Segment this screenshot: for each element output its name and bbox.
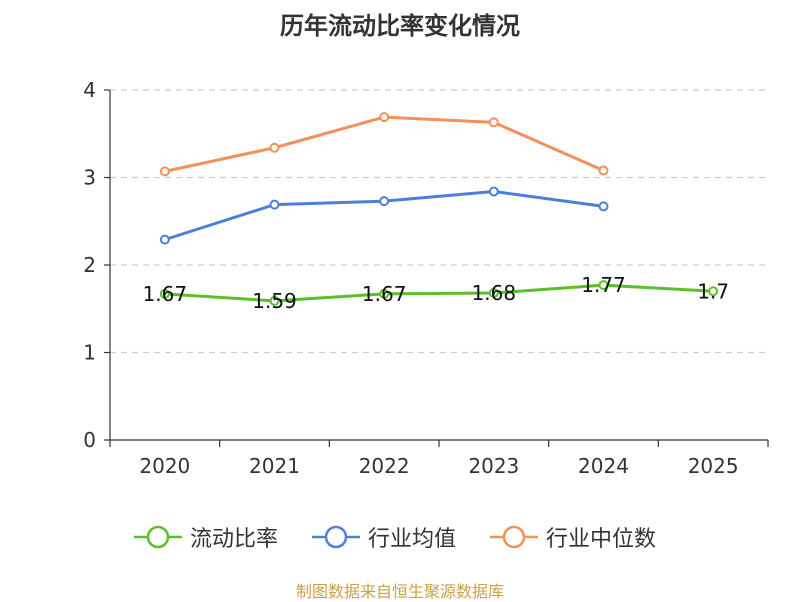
data-label-current-ratio-2023: 1.68: [472, 281, 517, 305]
series-line-current-ratio: [164, 283, 714, 303]
data-point-current-ratio-2020: [159, 288, 170, 299]
data-point-current-ratio-2024: [598, 280, 609, 291]
chart-title: 历年流动比率变化情况: [280, 12, 520, 40]
series-line-industry-median: [164, 115, 605, 173]
legend-item-industry-mean[interactable]: 行业均值: [310, 520, 456, 554]
data-point-industry-mean-2021: [269, 199, 280, 210]
y-tick-label: 4: [83, 78, 96, 102]
x-tick-label-2025: 2025: [688, 454, 739, 478]
data-label-current-ratio-2024: 1.77: [581, 273, 626, 297]
legend: 流动比率 行业均值 行业中位数: [0, 520, 800, 554]
data-point-industry-median-2022: [379, 112, 390, 123]
y-tick-label: 0: [83, 428, 96, 452]
data-point-industry-mean-2023: [488, 186, 499, 197]
y-tick-label: 1: [83, 341, 96, 365]
legend-label-current-ratio: 流动比率: [190, 527, 279, 552]
x-tick-label-2022: 2022: [359, 454, 410, 478]
x-tick-label-2020: 2020: [139, 454, 190, 478]
legend-label-industry-mean: 行业均值: [368, 527, 457, 552]
legend-item-current-ratio[interactable]: 流动比率: [132, 520, 278, 554]
data-point-industry-mean-2024: [598, 201, 609, 212]
legend-label-industry-median: 行业中位数: [546, 527, 657, 552]
data-label-current-ratio-2022: 1.67: [362, 282, 407, 306]
legend-swatch-industry-mean-icon: [312, 525, 360, 549]
data-point-industry-median-2024: [598, 165, 609, 176]
legend-swatch-industry-median-icon: [490, 525, 538, 549]
data-point-industry-median-2020: [159, 166, 170, 177]
y-tick-label: 3: [83, 166, 96, 190]
x-tick-label-2021: 2021: [249, 454, 300, 478]
data-point-industry-mean-2022: [379, 196, 390, 207]
data-point-current-ratio-2022: [379, 288, 390, 299]
data-label-current-ratio-2021: 1.59: [252, 289, 297, 313]
data-point-industry-median-2023: [488, 117, 499, 128]
data-point-current-ratio-2021: [269, 295, 280, 306]
data-point-current-ratio-2025: [708, 286, 719, 297]
y-tick-label: 2: [83, 253, 96, 277]
legend-swatch-current-ratio-icon: [134, 525, 182, 549]
x-tick-label-2023: 2023: [468, 454, 519, 478]
data-point-current-ratio-2023: [488, 288, 499, 298]
data-label-current-ratio-2025: 1.7: [697, 279, 729, 303]
x-tick-label-2024: 2024: [578, 454, 629, 478]
legend-item-industry-median[interactable]: 行业中位数: [488, 520, 656, 554]
data-point-industry-mean-2020: [159, 234, 170, 245]
source-note: 制图数据来自恒生聚源数据库: [295, 582, 504, 601]
data-point-industry-median-2021: [269, 142, 280, 153]
data-label-current-ratio-2020: 1.67: [143, 282, 188, 306]
